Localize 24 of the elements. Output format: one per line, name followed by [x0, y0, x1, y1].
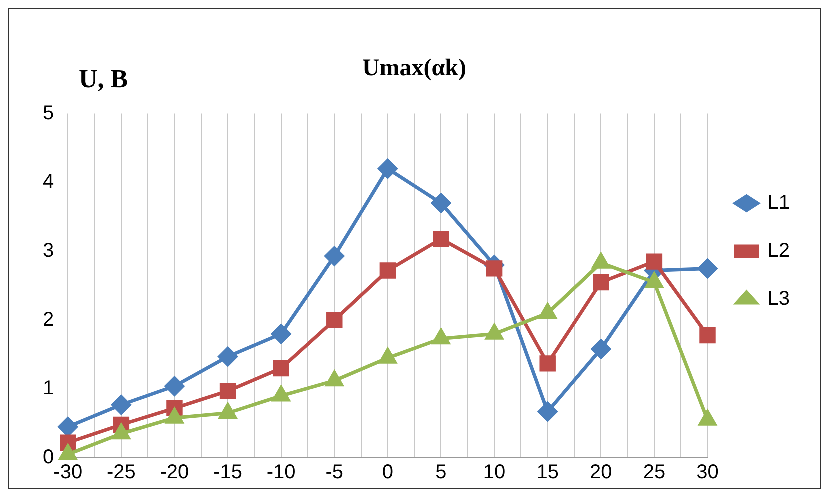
x-tick-label: 30: [696, 462, 719, 484]
x-tick-label: 15: [536, 462, 559, 484]
x-tick-label: -10: [266, 462, 296, 484]
y-tick-label: 5: [43, 102, 54, 124]
x-tick-label: -5: [326, 462, 344, 484]
y-tick-label: 0: [43, 446, 54, 469]
x-tick-label: 20: [590, 462, 612, 484]
x-tick-label: 0: [382, 462, 394, 484]
x-tick-label: -25: [106, 462, 136, 484]
y-tick-label: 3: [43, 240, 54, 262]
legend-label: L1: [768, 192, 790, 214]
x-tick-label: -30: [54, 462, 83, 484]
y-tick-label: 1: [43, 378, 54, 400]
legend-label: L3: [768, 288, 790, 310]
chart-title: Umax(αk): [362, 56, 467, 82]
x-tick-label: 5: [436, 462, 447, 484]
x-tick-label: -20: [160, 462, 190, 484]
y-tick-label: 4: [43, 171, 54, 194]
y-axis-title: U, B: [79, 64, 128, 94]
x-tick-label: 25: [643, 462, 666, 484]
y-tick-label: 2: [43, 308, 54, 331]
legend-label: L2: [768, 240, 790, 262]
x-tick-label: -15: [214, 462, 242, 484]
x-tick-label: 10: [483, 462, 506, 484]
